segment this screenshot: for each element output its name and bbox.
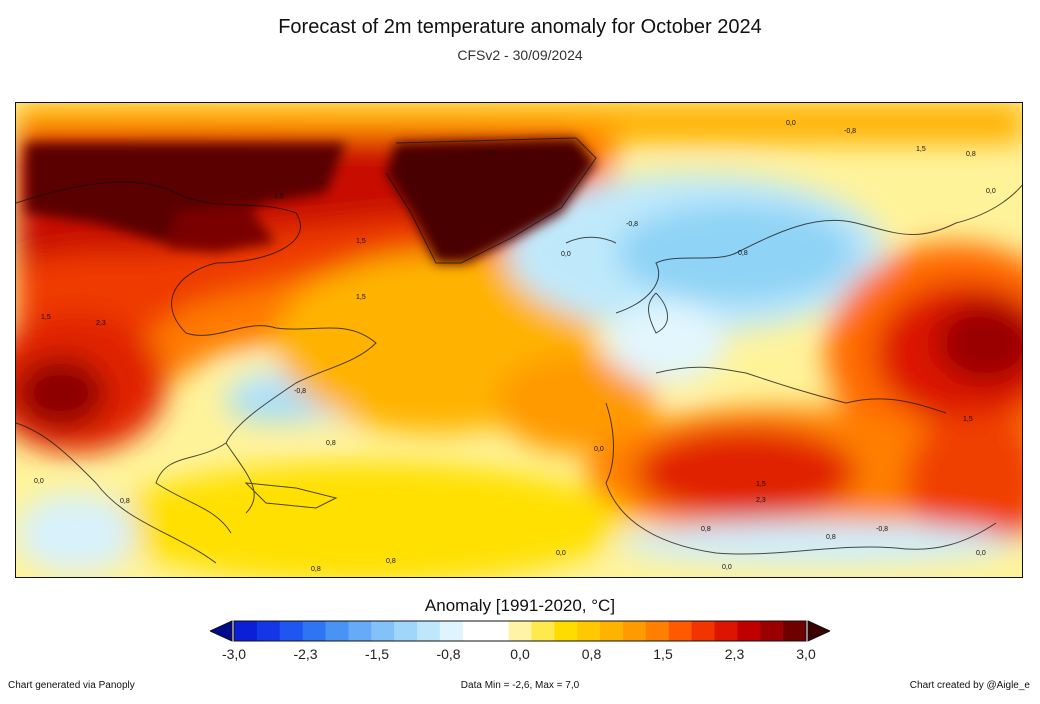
footer-data-range: Data Min = -2,6, Max = 7,0 (460, 680, 580, 691)
colorbar-under-arrow (210, 620, 233, 642)
colorbar-tick-label: -0,8 (436, 646, 461, 662)
contour-label: 1,5 (356, 294, 366, 301)
contour-label: 0,8 (326, 440, 336, 447)
legend-title: Anomaly [1991-2020, °C] (424, 596, 616, 615)
colorbar-frame (233, 620, 807, 642)
colorbar-swatch (302, 621, 327, 641)
contour-label: 0,0 (986, 188, 996, 195)
colorbar-swatch (760, 621, 784, 641)
colorbar-tick-label: 1,5 (653, 646, 673, 662)
anomaly-map: 0,0 -0,8 1,5 0,8 0,0 1,5 1,5 1,5 1,5 2,3… (15, 102, 1023, 578)
colorbar-swatch (371, 621, 395, 641)
colorbar-swatch (783, 621, 807, 641)
contour-label: 0,0 (556, 550, 566, 557)
colorbar-swatch (531, 621, 555, 641)
chart-subtitle: CFSv2 - 30/09/2024 (457, 47, 583, 63)
contour-label: -0,8 (626, 221, 638, 228)
colorbar-swatch (439, 621, 464, 641)
contour-label: 2,3 (96, 320, 106, 327)
colorbar (210, 620, 830, 642)
colorbar-swatch (485, 621, 510, 641)
contour-labels: 0,0 -0,8 1,5 0,8 0,0 1,5 1,5 1,5 1,5 2,3… (34, 120, 996, 573)
colorbar-swatch (554, 621, 578, 641)
contour-label: 0,0 (594, 446, 604, 453)
colorbar-swatch (348, 621, 372, 641)
footer-generated-via: Chart generated via Panoply (8, 680, 135, 691)
colorbar-tick-label: -3,0 (221, 646, 247, 662)
contour-label: 1,5 (963, 416, 973, 423)
chart-title: Forecast of 2m temperature anomaly for O… (278, 16, 762, 38)
contour-label: 0,0 (976, 550, 986, 557)
colorbar-tick-label: 2,3 (724, 646, 745, 662)
contour-label: 0,8 (311, 566, 321, 573)
contour-label: 0,0 (561, 251, 571, 258)
contour-label: -0,8 (844, 128, 856, 135)
contour-label: -0,8 (876, 526, 888, 533)
contour-label: 0,8 (966, 151, 976, 158)
colorbar-swatch (508, 621, 532, 641)
contour-label: 1,5 (274, 193, 284, 200)
colorbar-tick-label: -1,5 (364, 646, 390, 662)
contour-label: 0,0 (34, 478, 44, 485)
footer-created-by: Chart created by @Aigle_e (909, 680, 1030, 691)
contour-label: 1,5 (756, 481, 766, 488)
colorbar-swatch (714, 621, 738, 641)
contour-label: 0,0 (722, 564, 732, 571)
coastlines (16, 137, 1022, 564)
contour-label: 1,5 (41, 314, 51, 321)
contour-label: 0,8 (826, 534, 836, 541)
colorbar-swatch (691, 621, 715, 641)
colorbar-tick-label: 0,8 (581, 646, 602, 662)
greenland-hotspot (26, 138, 596, 263)
colorbar-tick-label: 3,0 (796, 646, 816, 662)
colorbar-swatch (234, 621, 258, 641)
colorbar-swatch (622, 621, 647, 641)
colorbar-swatch (417, 621, 441, 641)
colorbar-swatch (645, 621, 670, 641)
contour-label: 2,3 (756, 497, 766, 504)
colorbar-swatch (462, 621, 487, 641)
colorbar-swatch (256, 621, 281, 641)
colorbar-swatch (668, 621, 693, 641)
contour-label: 1,5 (356, 238, 366, 245)
contour-label: 0,8 (738, 250, 748, 257)
anomaly-field (16, 103, 1022, 577)
colorbar-swatch (279, 621, 304, 641)
colorbar-swatch (577, 621, 601, 641)
contour-label: 0,8 (120, 498, 130, 505)
contour-label: 0,8 (701, 526, 711, 533)
contour-label: 0,0 (786, 120, 796, 127)
colorbar-tick-label: 0,0 (510, 646, 530, 662)
colorbar-over-arrow (807, 620, 830, 642)
colorbar-swatch (394, 621, 418, 641)
colorbar-swatch (600, 621, 624, 641)
contour-label: 1,5 (916, 146, 926, 153)
colorbar-swatch (325, 621, 349, 641)
colorbar-swatch (737, 621, 761, 641)
map-canvas: 0,0 -0,8 1,5 0,8 0,0 1,5 1,5 1,5 1,5 2,3… (16, 103, 1022, 577)
contour-label: 1,5 (486, 150, 496, 157)
contour-label: -0,8 (294, 388, 306, 395)
colorbar-boxes (233, 620, 807, 642)
colorbar-tick-label: -2,3 (293, 646, 318, 662)
contour-label: 0,8 (386, 558, 396, 565)
